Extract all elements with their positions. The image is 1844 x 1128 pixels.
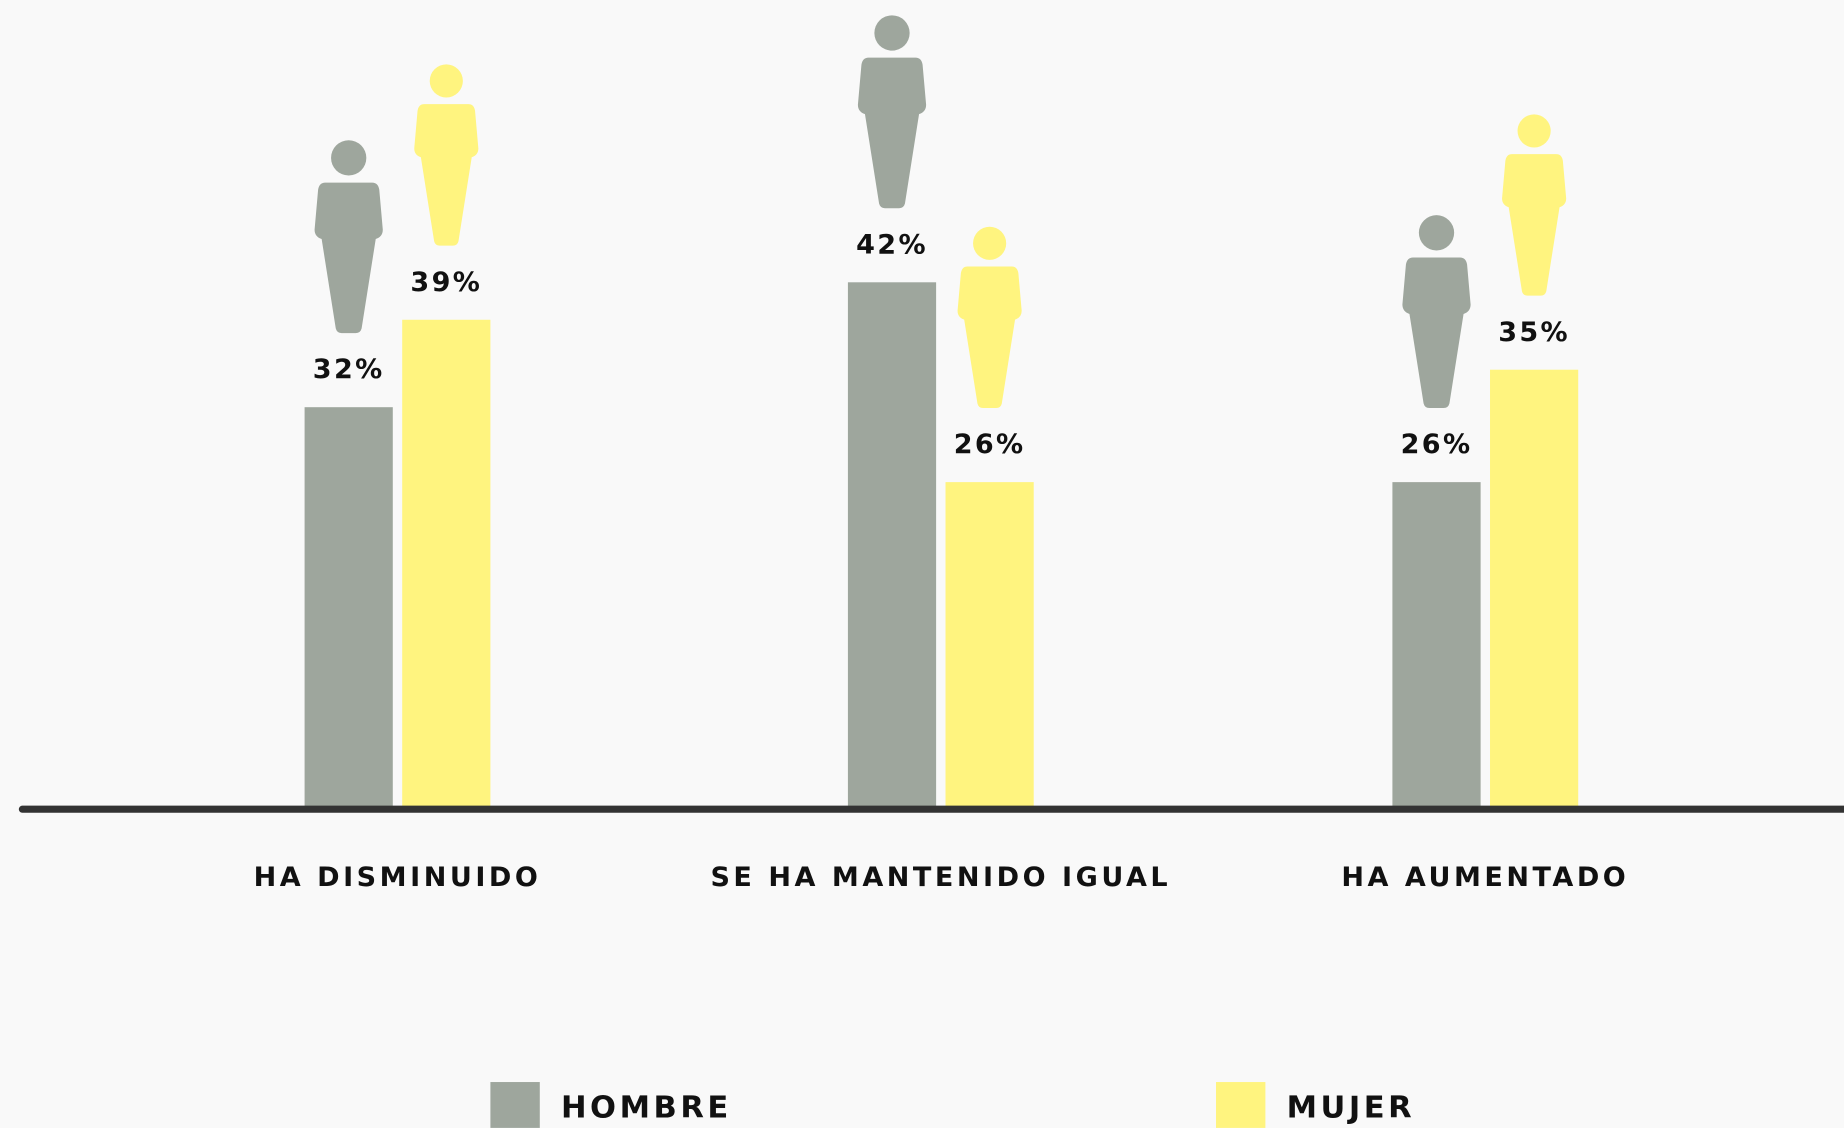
- person-icon: [1402, 215, 1471, 409]
- value-label: 42%: [856, 229, 928, 260]
- person-head: [429, 64, 463, 98]
- person-icon: [414, 64, 479, 246]
- person-head: [874, 15, 910, 51]
- person-icon: [857, 15, 927, 209]
- person-head: [1418, 215, 1455, 251]
- person-body: [857, 57, 927, 209]
- value-label: 35%: [1498, 317, 1570, 348]
- value-label: 26%: [1401, 429, 1473, 460]
- value-label: 26%: [954, 429, 1026, 460]
- category-label: HA AUMENTADO: [1341, 862, 1629, 893]
- bar: [847, 282, 937, 807]
- person-head: [331, 140, 367, 176]
- bar: [945, 482, 1034, 807]
- legend-label: HOMBRE: [561, 1091, 732, 1126]
- person-body: [414, 104, 479, 246]
- person-head: [973, 226, 1007, 260]
- person-body: [1502, 154, 1567, 296]
- person-body: [957, 266, 1022, 409]
- value-label: 39%: [410, 267, 482, 298]
- bar: [1392, 482, 1481, 807]
- bar: [304, 407, 393, 807]
- legend-label: MUJER: [1287, 1091, 1416, 1126]
- bar: [1490, 369, 1579, 807]
- person-body: [314, 182, 383, 334]
- person-icon: [314, 140, 383, 334]
- person-icon: [1502, 114, 1567, 296]
- value-label: 32%: [313, 354, 385, 385]
- person-body: [1402, 257, 1471, 409]
- person-head: [1517, 114, 1551, 148]
- bar: [402, 319, 491, 807]
- category-label: SE HA MANTENIDO IGUAL: [710, 862, 1171, 893]
- category-label: HA DISMINUIDO: [254, 862, 542, 893]
- legend-swatch: [1216, 1082, 1266, 1128]
- legend-swatch: [490, 1082, 540, 1128]
- person-icon: [957, 226, 1022, 409]
